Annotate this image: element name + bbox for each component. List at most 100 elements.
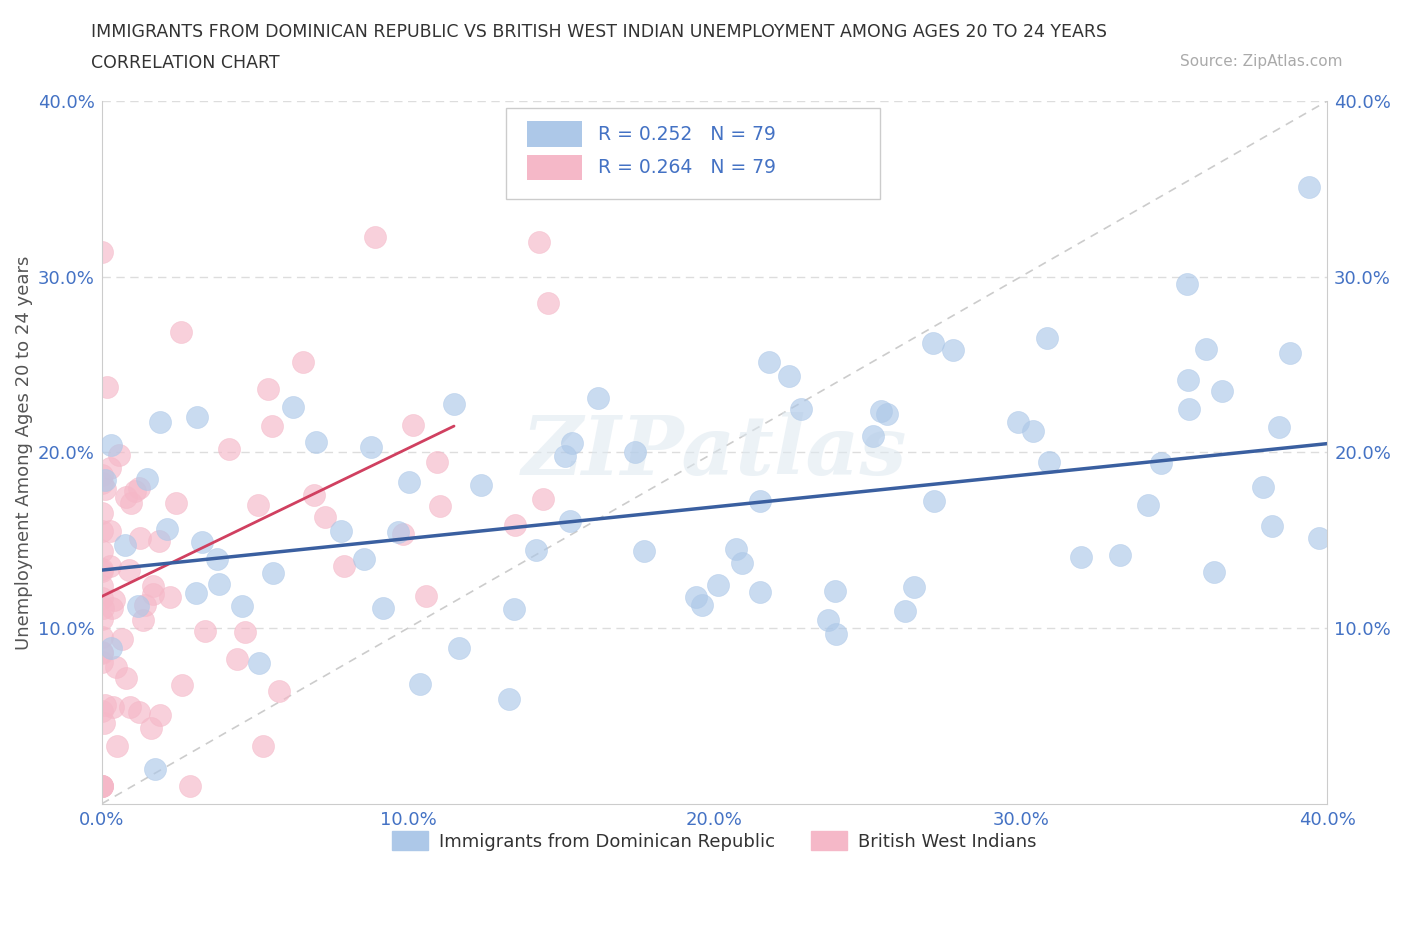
Point	[825, 627, 848, 642]
Point	[90, 778, 112, 793]
Text: R = 0.252   N = 79: R = 0.252 N = 79	[598, 125, 776, 143]
Point	[707, 578, 730, 592]
Point	[824, 583, 846, 598]
Point	[218, 441, 240, 456]
Point	[205, 551, 228, 566]
Point	[141, 721, 163, 736]
Point	[94, 698, 117, 712]
Text: R = 0.264   N = 79: R = 0.264 N = 79	[598, 158, 776, 178]
Point	[93, 716, 115, 731]
Point	[409, 676, 432, 691]
Point	[128, 704, 150, 719]
Point	[98, 460, 121, 475]
Point	[252, 738, 274, 753]
Point	[588, 390, 610, 405]
Point	[98, 559, 121, 574]
Point	[527, 234, 550, 249]
Point	[1150, 455, 1173, 470]
Point	[778, 368, 800, 383]
Point	[1268, 419, 1291, 434]
Point	[260, 418, 283, 433]
Point	[90, 655, 112, 670]
Point	[758, 355, 780, 370]
Point	[447, 641, 470, 656]
Point	[90, 704, 112, 719]
Point	[90, 778, 112, 793]
Point	[90, 562, 112, 577]
Point	[114, 538, 136, 552]
Point	[1007, 415, 1029, 430]
Point	[922, 336, 945, 351]
Point	[869, 404, 891, 418]
Point	[1211, 384, 1233, 399]
Point	[107, 447, 129, 462]
Point	[90, 778, 112, 793]
Point	[1204, 565, 1226, 580]
Point	[141, 587, 163, 602]
Point	[94, 482, 117, 497]
Point	[96, 380, 118, 395]
Point	[90, 564, 112, 578]
Point	[903, 580, 925, 595]
Point	[127, 599, 149, 614]
Point	[922, 494, 945, 509]
Point	[633, 544, 655, 559]
Point	[731, 555, 754, 570]
Point	[267, 684, 290, 698]
Point	[503, 518, 526, 533]
Point	[624, 445, 647, 459]
Text: Source: ZipAtlas.com: Source: ZipAtlas.com	[1180, 54, 1343, 69]
Point	[1022, 423, 1045, 438]
Point	[470, 477, 492, 492]
Point	[1260, 518, 1282, 533]
Point	[128, 480, 150, 495]
Point	[524, 542, 547, 557]
Point	[149, 708, 172, 723]
Point	[103, 592, 125, 607]
Point	[685, 590, 707, 604]
Point	[498, 691, 520, 706]
Point	[1308, 530, 1330, 545]
Point	[371, 601, 394, 616]
Point	[90, 506, 112, 521]
Point	[749, 494, 772, 509]
Point	[111, 631, 134, 646]
Point	[398, 474, 420, 489]
Point	[208, 577, 231, 591]
Point	[246, 498, 269, 512]
Point	[942, 342, 965, 357]
Point	[90, 244, 112, 259]
Point	[134, 598, 156, 613]
Point	[724, 541, 747, 556]
Point	[170, 325, 193, 339]
Point	[90, 630, 112, 644]
Point	[159, 590, 181, 604]
Point	[149, 415, 172, 430]
Point	[186, 410, 208, 425]
Point	[503, 602, 526, 617]
FancyBboxPatch shape	[506, 108, 880, 199]
Point	[90, 611, 112, 626]
Point	[104, 659, 127, 674]
Point	[876, 406, 898, 421]
Point	[191, 535, 214, 550]
Point	[387, 525, 409, 539]
Point	[305, 434, 328, 449]
Text: CORRELATION CHART: CORRELATION CHART	[91, 54, 280, 72]
Point	[353, 552, 375, 567]
Point	[114, 489, 136, 504]
Point	[90, 475, 112, 490]
Point	[560, 514, 582, 529]
Point	[142, 579, 165, 594]
Point	[165, 495, 187, 510]
Point	[256, 382, 278, 397]
Point	[90, 591, 112, 605]
Point	[98, 524, 121, 538]
Point	[90, 524, 112, 538]
Point	[124, 484, 146, 498]
Point	[90, 645, 112, 660]
Point	[302, 488, 325, 503]
Point	[118, 563, 141, 578]
Point	[131, 612, 153, 627]
Point	[894, 604, 917, 618]
